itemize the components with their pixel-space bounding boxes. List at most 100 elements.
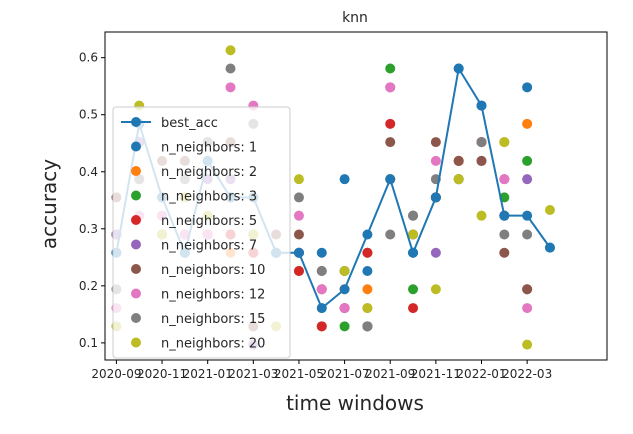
- point-n-neighbors-20: [499, 137, 510, 148]
- legend-label: n_neighbors: 15: [161, 312, 265, 327]
- point-best-acc: [385, 174, 396, 185]
- point-n-neighbors-1: [522, 82, 533, 93]
- point-n-neighbors-5: [293, 266, 304, 277]
- legend-marker: [131, 264, 141, 274]
- legend-label: n_neighbors: 2: [161, 165, 257, 180]
- point-n-neighbors-7: [430, 247, 441, 258]
- point-n-neighbors-2: [522, 118, 533, 129]
- point-n-neighbors-15: [316, 266, 327, 277]
- point-n-neighbors-12: [430, 155, 441, 166]
- legend-marker: [131, 141, 141, 152]
- point-best-acc: [362, 229, 373, 240]
- legend-item: n_neighbors: 15: [131, 312, 265, 327]
- point-n-neighbors-20: [476, 210, 487, 221]
- axes: 0.10.20.30.40.50.62020-092020-112021-012…: [79, 51, 552, 381]
- legend-label: n_neighbors: 7: [161, 239, 257, 254]
- point-n-neighbors-12: [339, 303, 350, 314]
- point-best-acc: [293, 247, 304, 258]
- point-n-neighbors-20: [544, 204, 555, 215]
- point-best-acc: [316, 303, 327, 314]
- point-n-neighbors-12: [225, 82, 236, 93]
- legend-item: n_neighbors: 12: [131, 288, 265, 303]
- point-n-neighbors-15: [293, 192, 304, 203]
- legend-label: n_neighbors: 5: [161, 214, 257, 229]
- x-tick-label: 2022-03: [502, 367, 552, 381]
- point-n-neighbors-3: [408, 284, 419, 295]
- legend-item: n_neighbors: 7: [131, 239, 257, 254]
- x-tick-label: 2022-01: [456, 367, 506, 381]
- point-n-neighbors-12: [316, 284, 327, 295]
- legend-item: n_neighbors: 1: [131, 141, 257, 156]
- legend-item: n_neighbors: 3: [131, 190, 257, 205]
- point-n-neighbors-12: [385, 82, 396, 93]
- legend: best_acc n_neighbors: 1 n_neighbors: 2 n_ne…: [112, 106, 291, 359]
- legend-marker: [131, 337, 141, 348]
- point-n-neighbors-7: [522, 174, 533, 185]
- point-n-neighbors-10: [385, 137, 396, 148]
- x-tick-label: 2021-07: [320, 367, 370, 381]
- y-tick-label: 0.4: [79, 165, 98, 179]
- legend-label: n_neighbors: 20: [161, 337, 265, 352]
- point-n-neighbors-15: [225, 63, 236, 74]
- point-n-neighbors-10: [430, 137, 441, 148]
- x-tick-label: 2021-05: [274, 367, 324, 381]
- legend-item: n_neighbors: 2: [131, 165, 257, 180]
- x-tick-label: 2020-11: [137, 367, 187, 381]
- point-best-acc: [522, 210, 533, 221]
- x-tick-label: 2021-09: [365, 367, 415, 381]
- point-n-neighbors-10: [499, 247, 510, 258]
- point-n-neighbors-20: [362, 303, 373, 314]
- x-tick-label: 2021-01: [183, 367, 233, 381]
- legend-box: [112, 106, 291, 359]
- y-tick-label: 0.2: [79, 279, 98, 293]
- legend-label: n_neighbors: 12: [161, 288, 265, 303]
- x-axis-label: time windows: [286, 391, 424, 415]
- legend-item: n_neighbors: 5: [131, 214, 257, 229]
- point-best-acc: [453, 63, 464, 74]
- y-tick-label: 0.1: [79, 336, 98, 350]
- y-axis-label: accuracy: [37, 159, 61, 249]
- y-tick-label: 0.5: [79, 108, 98, 122]
- x-tick-label: 2021-11: [411, 367, 461, 381]
- point-best-acc: [408, 247, 419, 258]
- point-n-neighbors-5: [385, 118, 396, 129]
- point-best-acc: [499, 210, 510, 221]
- chart-title: knn: [342, 10, 368, 26]
- point-n-neighbors-20: [430, 284, 441, 295]
- point-n-neighbors-12: [522, 303, 533, 314]
- point-n-neighbors-12: [499, 174, 510, 185]
- legend-marker: [131, 239, 141, 250]
- legend-label: n_neighbors: 10: [161, 263, 265, 278]
- legend-item: best_acc: [121, 116, 218, 131]
- point-n-neighbors-15: [522, 229, 533, 240]
- point-n-neighbors-15: [385, 229, 396, 240]
- x-tick-label: 2020-09: [91, 367, 141, 381]
- point-n-neighbors-12: [293, 210, 304, 221]
- point-best-acc: [430, 192, 441, 203]
- point-n-neighbors-20: [225, 45, 236, 56]
- y-tick-label: 0.6: [79, 51, 98, 65]
- point-n-neighbors-1: [362, 266, 373, 277]
- legend-marker: [131, 117, 141, 127]
- legend-item: n_neighbors: 10: [131, 263, 265, 278]
- point-n-neighbors-20: [522, 339, 533, 350]
- point-n-neighbors-1: [316, 247, 327, 258]
- point-n-neighbors-20: [339, 266, 350, 277]
- y-tick-label: 0.3: [79, 222, 98, 236]
- point-n-neighbors-5: [408, 303, 419, 314]
- point-n-neighbors-3: [385, 63, 396, 74]
- legend-marker: [131, 215, 141, 225]
- point-n-neighbors-20: [293, 174, 304, 185]
- point-n-neighbors-15: [476, 137, 487, 148]
- point-best-acc: [544, 242, 555, 253]
- point-n-neighbors-20: [453, 174, 464, 185]
- x-tick-label: 2021-03: [228, 367, 278, 381]
- point-n-neighbors-10: [522, 284, 533, 295]
- point-best-acc: [339, 284, 350, 295]
- point-n-neighbors-15: [499, 229, 510, 240]
- point-n-neighbors-3: [522, 155, 533, 166]
- point-best-acc: [476, 100, 487, 111]
- point-n-neighbors-10: [476, 155, 487, 166]
